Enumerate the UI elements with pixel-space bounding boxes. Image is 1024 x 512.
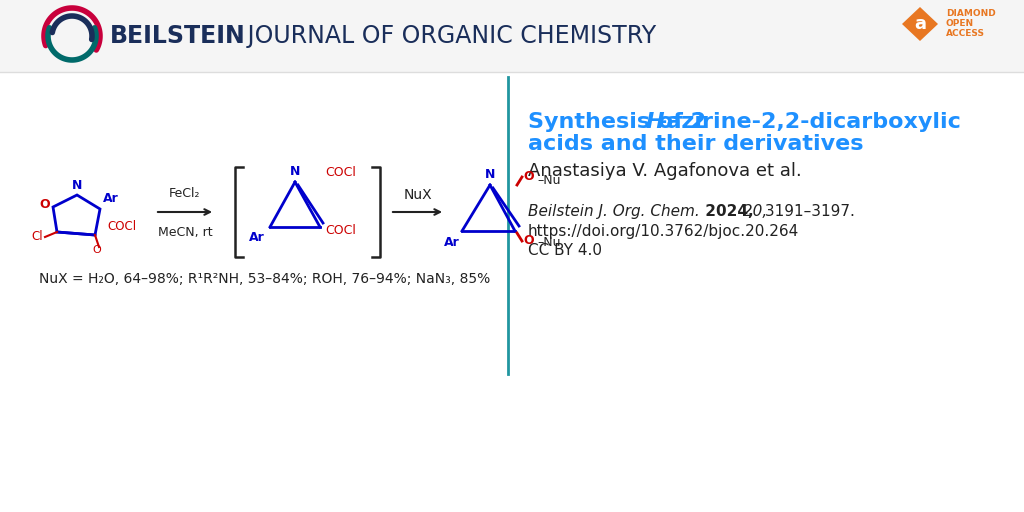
Text: Ar: Ar (444, 236, 460, 249)
Text: CC BY 4.0: CC BY 4.0 (528, 243, 602, 258)
Text: NuX = H₂O, 64–98%; R¹R²NH, 53–84%; ROH, 76–94%; NaN₃, 85%: NuX = H₂O, 64–98%; R¹R²NH, 53–84%; ROH, … (39, 272, 490, 286)
Text: Cl: Cl (32, 230, 43, 244)
Text: COCl: COCl (325, 165, 356, 179)
Text: N: N (72, 179, 82, 192)
Text: 20,: 20, (738, 204, 767, 219)
Text: Ar: Ar (249, 231, 265, 244)
Text: N: N (290, 165, 300, 178)
Text: 2024,: 2024, (700, 204, 754, 219)
Text: COCl: COCl (106, 221, 136, 233)
Text: O: O (92, 245, 101, 255)
Polygon shape (902, 7, 938, 41)
Text: JOURNAL OF ORGANIC CHEMISTRY: JOURNAL OF ORGANIC CHEMISTRY (240, 24, 656, 48)
Text: 3191–3197.: 3191–3197. (760, 204, 855, 219)
Text: BEILSTEIN: BEILSTEIN (110, 24, 246, 48)
Text: Beilstein J. Org. Chem.: Beilstein J. Org. Chem. (528, 204, 699, 219)
Text: O: O (523, 170, 534, 183)
Text: -azirine-2,2-dicarboxylic: -azirine-2,2-dicarboxylic (658, 112, 962, 132)
Text: –Nu: –Nu (537, 237, 560, 249)
Text: acids and their derivatives: acids and their derivatives (528, 134, 863, 154)
Text: H: H (646, 112, 665, 132)
Text: Anastasiya V. Agafonova et al.: Anastasiya V. Agafonova et al. (528, 162, 802, 180)
Text: a: a (914, 15, 926, 33)
Text: ACCESS: ACCESS (946, 29, 985, 37)
FancyBboxPatch shape (0, 0, 1024, 72)
Text: Ar: Ar (103, 192, 119, 205)
Text: O: O (39, 199, 50, 211)
Text: Synthesis of 2: Synthesis of 2 (528, 112, 706, 132)
Text: O: O (523, 234, 534, 247)
Text: FeCl₂: FeCl₂ (169, 187, 201, 200)
Text: MeCN, rt: MeCN, rt (158, 226, 212, 239)
Text: NuX: NuX (403, 188, 432, 202)
Text: COCl: COCl (325, 224, 356, 238)
Text: https://doi.org/10.3762/bjoc.20.264: https://doi.org/10.3762/bjoc.20.264 (528, 224, 800, 239)
Text: OPEN: OPEN (946, 18, 974, 28)
Text: N: N (484, 168, 496, 181)
Text: DIAMOND: DIAMOND (946, 9, 995, 17)
Text: –Nu: –Nu (537, 174, 560, 186)
